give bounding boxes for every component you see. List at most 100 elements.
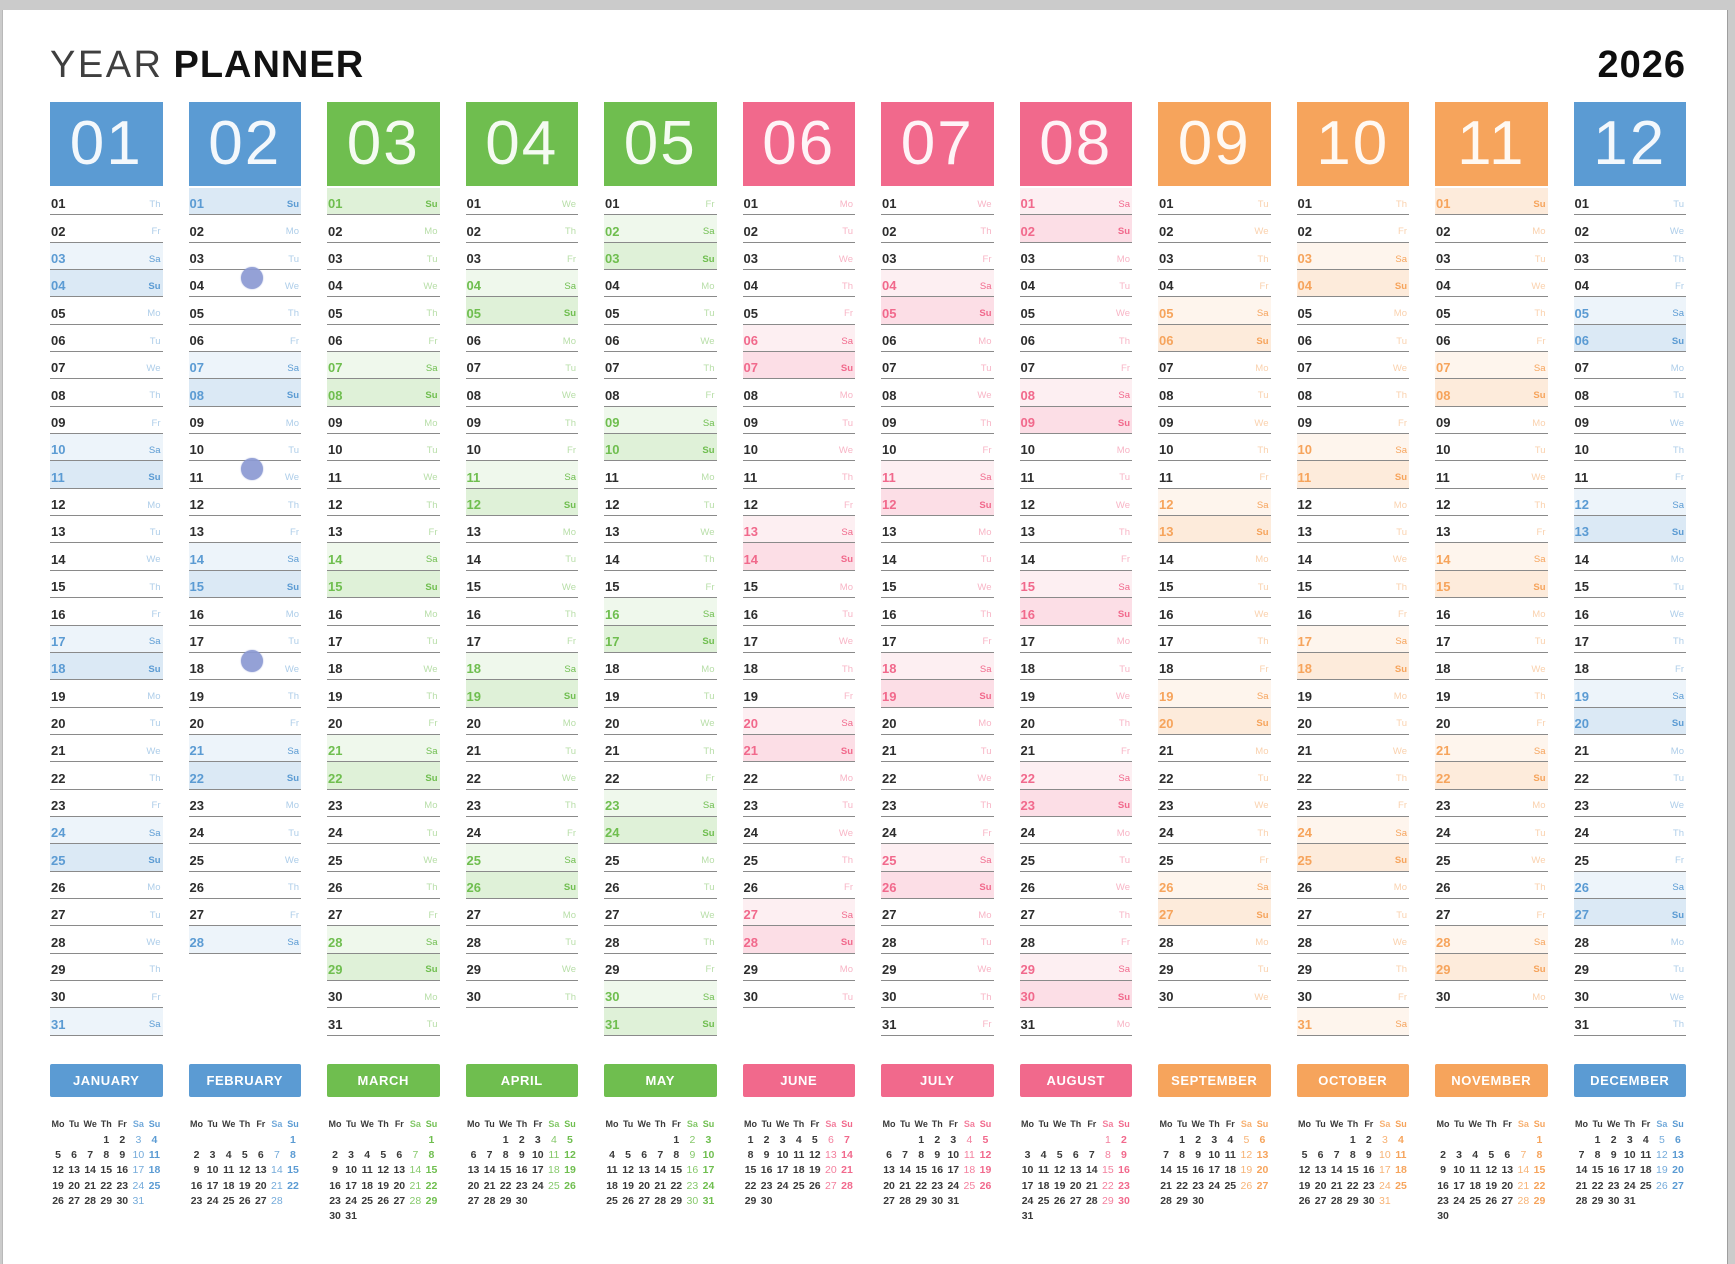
day-weekday-label: Mo (147, 882, 161, 894)
day-row: 22 Su (188, 762, 301, 790)
mini-month-bar: OCTOBER (1296, 1063, 1409, 1097)
mini-date-cell: 18 (1037, 1179, 1050, 1192)
day-weekday-label: Su (1117, 991, 1130, 1003)
day-weekday-label: Tu (1257, 198, 1269, 210)
day-row: 31 Su (604, 1008, 717, 1036)
day-row: 21 Fr (1019, 735, 1132, 763)
mini-date-cell: 28 (1085, 1194, 1098, 1207)
day-weekday-label: Tu (1119, 663, 1130, 675)
day-row: 28 We (1296, 926, 1409, 954)
mini-date-cell: 30 (1607, 1194, 1620, 1207)
day-number: 10 (605, 442, 620, 458)
day-number: 03 (605, 251, 620, 267)
day-row: 11 We (327, 461, 440, 489)
day-row: 25 Tu (1019, 844, 1132, 872)
day-row: 20 Mo (465, 708, 578, 735)
mini-date-cell: 7 (486, 1148, 493, 1161)
mini-date-cell: 5 (567, 1133, 573, 1146)
mini-date-cell: 30 (931, 1194, 944, 1207)
mini-weekday-label: Sa (686, 1118, 698, 1129)
day-number: 04 (1574, 278, 1589, 294)
day-number: 21 (882, 743, 897, 759)
month-header-12: 12 (1573, 102, 1686, 186)
mini-date-cell: 1 (1594, 1133, 1601, 1146)
day-weekday-label: Su (840, 745, 853, 757)
day-number: 17 (743, 633, 758, 649)
day-row: 17 Tu (1435, 626, 1548, 653)
day-number: 10 (51, 442, 66, 458)
day-number: 30 (1297, 989, 1312, 1005)
mini-weekday-label: Sa (1240, 1118, 1252, 1129)
day-row: 28 Su (742, 926, 855, 954)
day-number: 15 (1574, 579, 1589, 595)
day-row: 30 Fr (1296, 981, 1409, 1009)
day-weekday-label: Mo (147, 499, 161, 511)
mini-date-cell: 3 (1381, 1133, 1388, 1146)
day-weekday-label: Th (1395, 581, 1407, 593)
mini-weekday-label: Fr (1641, 1118, 1651, 1129)
day-number: 19 (1436, 688, 1451, 704)
day-weekday-label: Fr (1259, 855, 1269, 867)
day-weekday-label: Sa (148, 636, 161, 648)
day-number: 18 (328, 661, 343, 677)
day-number: 21 (328, 743, 343, 759)
day-weekday-label: Su (1256, 335, 1269, 347)
mini-date-cell: 22 (915, 1179, 928, 1192)
day-row: 04 We (1435, 270, 1548, 298)
day-row: 14 We (1296, 543, 1409, 571)
day-row: 15 Mo (742, 571, 855, 599)
mini-weekday-label: Sa (825, 1118, 837, 1129)
planner-page: YEAR PLANNER 2026 01 01 Th 02 Fr 03 Sa 04 Su 05 Mo 0… (2, 10, 1728, 1264)
day-number: 20 (743, 715, 758, 731)
mini-date-cell: 1 (1179, 1133, 1186, 1146)
day-row: 31 Mo (1019, 1008, 1132, 1036)
day-row: 28 Sa (327, 926, 440, 954)
mini-date-cell: 30 (1118, 1194, 1130, 1207)
day-weekday-label: We (423, 663, 438, 675)
day-number: 05 (466, 305, 481, 321)
mini-date-cell: 26 (564, 1179, 576, 1192)
month-day-list: 01 We 02 Th 03 Fr 04 Sa 05 Su 06 Mo 07 Tu 08 We 09 Th 10 Fr… (881, 188, 994, 1036)
day-weekday-label: Fr (290, 718, 299, 730)
day-row: 07 Mo (1573, 352, 1686, 380)
mini-month-bar: APRIL (465, 1063, 578, 1097)
day-row: 17 Mo (1019, 626, 1132, 653)
mini-weekday-label: Fr (533, 1118, 543, 1129)
mini-date-cell: 3 (779, 1133, 786, 1146)
mini-date-cell: 26 (238, 1194, 251, 1207)
day-number: 10 (466, 442, 481, 458)
day-row: 08 Su (1435, 379, 1548, 407)
mini-date-cell: 14 (654, 1164, 667, 1177)
mini-date-cell: 23 (1362, 1179, 1375, 1192)
mini-weekday-label: Su (564, 1118, 576, 1129)
day-weekday-label: We (1392, 554, 1407, 566)
day-weekday-label: Th (149, 581, 161, 593)
day-row: 02 We (1573, 215, 1686, 243)
day-weekday-label: We (1254, 226, 1269, 238)
day-number: 24 (1159, 825, 1174, 841)
day-weekday-label: Tu (842, 800, 853, 812)
mini-date-cell: 30 (116, 1194, 129, 1207)
day-number: 01 (743, 196, 758, 212)
day-number: 24 (51, 825, 66, 841)
mini-date-cell: 8 (1104, 1148, 1111, 1161)
day-number: 09 (1159, 415, 1174, 431)
day-weekday-label: We (1392, 937, 1407, 949)
day-weekday-label: Su (425, 581, 438, 593)
mini-date-cell: 3 (1024, 1148, 1031, 1161)
mini-date-cell: 23 (931, 1179, 944, 1192)
mini-date-cell: 24 (531, 1179, 544, 1192)
day-number: 06 (882, 333, 897, 349)
mini-date-cell: 10 (1623, 1148, 1636, 1161)
mini-date-cell: 27 (1672, 1179, 1684, 1192)
mini-date-cell-empty (1222, 1194, 1238, 1209)
day-weekday-label: We (146, 554, 161, 566)
mini-date-cell-empty (530, 1194, 546, 1209)
day-number: 16 (882, 606, 897, 622)
day-row: 07 Mo (1158, 352, 1271, 380)
day-weekday-label: Su (1533, 581, 1546, 593)
day-weekday-label: Mo (1532, 226, 1546, 238)
mini-date-cell: 1 (747, 1133, 754, 1146)
day-weekday-label: Fr (1675, 280, 1684, 292)
